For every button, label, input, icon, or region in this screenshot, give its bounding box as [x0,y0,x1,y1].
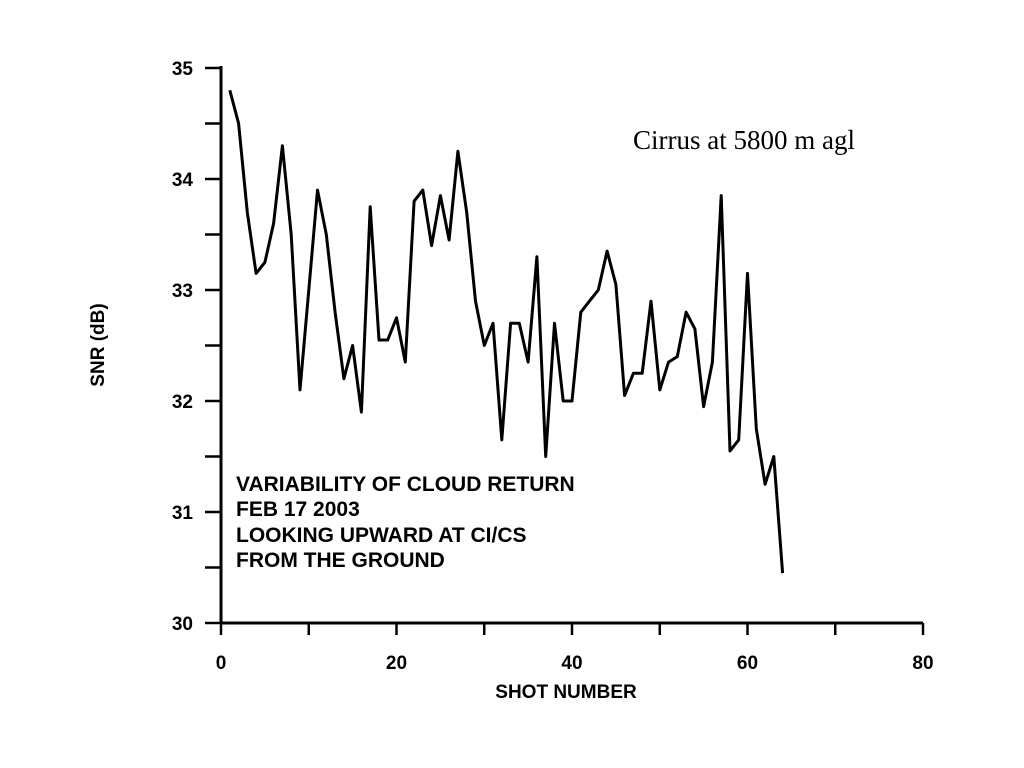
x-tick-label: 60 [737,653,758,674]
y-tick-label: 33 [172,281,193,302]
cirrus-note: Cirrus at 5800 m agl [633,125,855,155]
annotation-line-1: VARIABILITY OF CLOUD RETURN [236,473,575,496]
y-axis-label: SNR (dB) [88,303,109,386]
x-tick-label: 0 [216,653,227,674]
x-tick-label: 20 [386,653,407,674]
y-tick-label: 34 [172,170,194,191]
x-axis-ticks: 0 20 40 60 80 [216,623,934,674]
x-axis-label: SHOT NUMBER [495,682,637,703]
x-tick-label: 80 [912,653,933,674]
y-tick-label: 32 [172,392,193,413]
y-tick-label: 35 [172,59,194,80]
x-tick-label: 40 [561,653,582,674]
y-axis-ticks: 30 31 32 33 34 35 [172,59,221,635]
snr-series-line [228,89,785,574]
annotation-line-2: FEB 17 2003 [236,498,360,521]
y-tick-label: 31 [172,503,194,524]
annotation-line-4: FROM THE GROUND [236,549,445,572]
annotation-line-3: LOOKING UPWARD AT CI/CS [236,524,527,547]
y-tick-label: 30 [172,614,193,635]
